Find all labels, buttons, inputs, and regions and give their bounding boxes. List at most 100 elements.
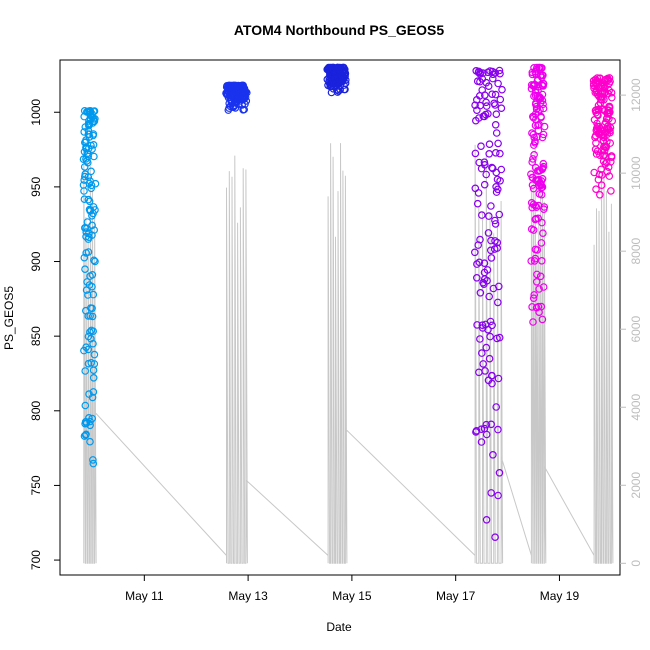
data-point xyxy=(494,491,502,500)
x-axis: May 11 May 13 May 15 May 17 May 19 xyxy=(125,575,579,603)
data-point xyxy=(595,170,604,179)
data-point xyxy=(491,101,499,109)
data-point xyxy=(489,450,497,459)
data-point xyxy=(595,191,604,199)
data-point xyxy=(538,218,546,227)
data-point xyxy=(85,197,94,206)
data-point xyxy=(494,79,502,88)
data-point xyxy=(88,221,96,230)
data-point xyxy=(528,129,536,137)
data-point xyxy=(480,180,489,189)
data-point xyxy=(529,155,537,163)
data-point xyxy=(86,437,94,446)
data-point xyxy=(88,312,97,321)
data-point xyxy=(491,216,499,225)
data-point xyxy=(538,183,547,191)
data-point xyxy=(88,393,97,402)
data-point xyxy=(494,282,503,291)
data-point xyxy=(539,205,548,214)
data-point xyxy=(537,239,546,247)
data-point xyxy=(90,350,99,359)
data-point xyxy=(88,145,96,154)
y-right-tick-label: 12000 xyxy=(629,78,643,112)
data-point xyxy=(89,388,98,396)
data-point xyxy=(81,431,90,439)
data-point xyxy=(529,226,538,234)
data-point xyxy=(336,85,345,94)
data-point xyxy=(81,401,90,410)
data-point xyxy=(91,115,99,123)
data-point xyxy=(496,177,504,185)
data-point xyxy=(530,133,539,142)
data-point xyxy=(341,69,350,78)
data-point xyxy=(86,421,94,430)
data-point xyxy=(495,333,504,342)
data-point xyxy=(89,290,98,299)
altitude-line-layer xyxy=(83,142,614,564)
data-point xyxy=(592,150,601,158)
data-point xyxy=(540,122,549,131)
data-point xyxy=(537,190,546,199)
data-point xyxy=(90,226,99,234)
y-right-tick-label: 10000 xyxy=(629,156,643,190)
data-point xyxy=(90,360,99,368)
y-right-tick-label: 8000 xyxy=(629,238,643,265)
y-axis-label: PS_GEOS5 xyxy=(2,286,16,350)
data-point xyxy=(527,257,536,265)
data-point xyxy=(484,229,493,237)
data-point xyxy=(538,315,547,324)
data-point xyxy=(605,172,614,180)
data-point xyxy=(605,74,614,82)
data-point xyxy=(486,246,495,255)
data-point xyxy=(242,97,251,105)
data-point xyxy=(484,110,492,118)
data-point xyxy=(485,150,494,158)
data-point xyxy=(89,119,97,127)
data-point xyxy=(597,181,606,190)
data-point xyxy=(533,270,541,279)
y-left-tick-label: 1000 xyxy=(29,99,43,126)
data-point xyxy=(492,129,501,137)
y-left-tick-label: 700 xyxy=(29,550,43,570)
y-left-tick-label: 750 xyxy=(29,475,43,495)
data-point xyxy=(539,80,548,88)
y-axis-right: 0 2000 4000 6000 8000 10000 12000 xyxy=(620,78,643,567)
data-point xyxy=(493,185,502,194)
data-point xyxy=(539,104,548,113)
data-point xyxy=(479,360,488,368)
data-point xyxy=(84,345,93,354)
data-point xyxy=(494,374,503,383)
data-point xyxy=(495,66,504,75)
data-point xyxy=(607,88,616,97)
data-point xyxy=(484,212,493,220)
data-point xyxy=(483,266,492,274)
data-point xyxy=(477,211,486,219)
data-point xyxy=(473,321,481,329)
data-point xyxy=(535,285,543,293)
data-point xyxy=(487,371,496,380)
x-tick-label: May 11 xyxy=(125,589,164,603)
plot-frame xyxy=(59,59,621,576)
data-point xyxy=(478,321,487,330)
data-point xyxy=(87,184,96,193)
data-point xyxy=(592,185,600,194)
data-point xyxy=(341,79,350,88)
y-right-tick-label: 0 xyxy=(629,560,643,567)
data-point xyxy=(539,130,548,139)
x-tick-label: May 15 xyxy=(332,589,372,603)
data-point xyxy=(484,82,493,91)
data-point xyxy=(482,420,491,429)
data-point xyxy=(493,238,502,247)
data-point xyxy=(480,259,489,268)
data-point xyxy=(539,283,548,291)
data-point xyxy=(605,102,614,111)
data-point xyxy=(477,438,486,446)
data-point xyxy=(595,106,603,114)
y-right-tick-label: 4000 xyxy=(629,394,643,421)
data-point xyxy=(493,244,502,252)
data-point xyxy=(80,128,89,136)
y-left-tick-label: 800 xyxy=(29,400,43,420)
data-point xyxy=(89,130,98,138)
data-point xyxy=(495,468,504,477)
